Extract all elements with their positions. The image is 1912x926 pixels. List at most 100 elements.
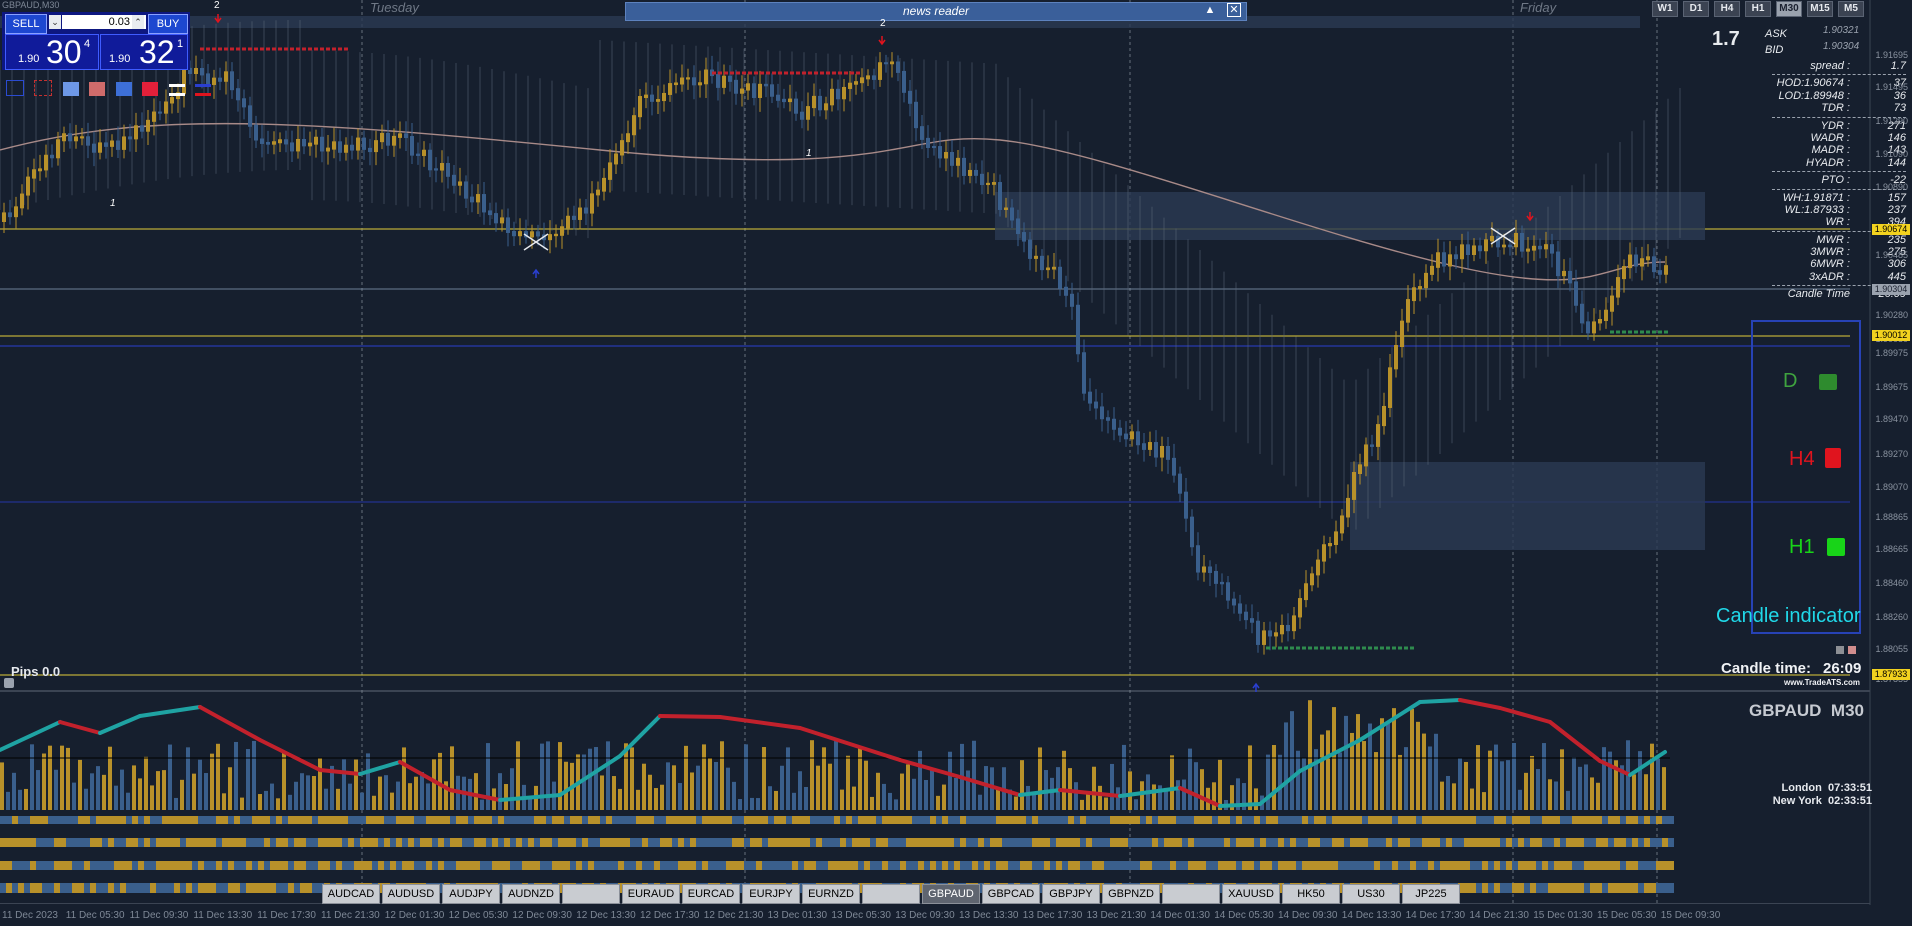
strength-strip-cell [840, 838, 846, 847]
symbol-button-gbpnzd[interactable]: GBPNZD [1102, 884, 1160, 904]
timeframe-d1[interactable]: D1 [1683, 1, 1709, 17]
time-axis-label: 11 Dec 17:30 [257, 910, 316, 921]
pips-toggle-icon[interactable] [4, 678, 14, 688]
candle-body [464, 181, 468, 199]
candle-body [1334, 531, 1338, 546]
timeframe-h1[interactable]: H1 [1745, 1, 1771, 17]
news-reader-bar[interactable]: news reader [625, 2, 1247, 21]
timeframe-m15[interactable]: M15 [1807, 1, 1833, 17]
candle-body [458, 181, 462, 186]
candle-settings-icon[interactable] [1836, 646, 1844, 654]
strength-strip-cell [270, 838, 276, 847]
oscillator-bar [78, 759, 82, 810]
symbol-button-audjpy[interactable]: AUDJPY [442, 884, 500, 904]
lot-decrease-icon[interactable]: ⌄ [49, 15, 61, 29]
timeframe-w1[interactable]: W1 [1652, 1, 1678, 17]
oscillator-bar [438, 752, 442, 810]
strength-strip-cell [1092, 838, 1098, 847]
strength-strip-cell [1164, 816, 1170, 824]
symbol-button-gbpaud[interactable]: GBPAUD [922, 884, 980, 904]
timeframe-m5[interactable]: M5 [1838, 1, 1864, 17]
strength-strip-cell [306, 861, 312, 870]
oscillator-bar [594, 747, 598, 810]
symbol-button-gbpcad[interactable]: GBPCAD [982, 884, 1040, 904]
strength-strip-cell [1656, 883, 1662, 893]
oscillator-bar [1524, 772, 1528, 810]
symbol-button-hk50[interactable]: HK50 [1282, 884, 1340, 904]
strength-strip-cell [1038, 816, 1044, 824]
strength-strip-cell [252, 816, 258, 824]
blue-red-lines-icon[interactable] [195, 84, 212, 96]
candle-body [278, 139, 282, 144]
red-fill-icon[interactable] [89, 82, 106, 96]
symbol-button-audcad[interactable]: AUDCAD [322, 884, 380, 904]
blue-solid-icon[interactable] [115, 82, 132, 96]
white-lines-icon[interactable] [168, 84, 185, 96]
symbol-button-empty[interactable] [1162, 884, 1220, 904]
candle-body [812, 95, 816, 109]
strength-strip-cell [1524, 861, 1530, 870]
close-icon[interactable]: ✕ [1227, 3, 1241, 17]
stat-key: YDR : [1820, 119, 1850, 132]
sell-button[interactable]: SELL [5, 14, 47, 34]
symbol-button-us30[interactable]: US30 [1342, 884, 1400, 904]
buy-price-box[interactable]: 1.90 32 1 [100, 34, 188, 70]
symbol-button-empty[interactable] [862, 884, 920, 904]
oscillator-bar [810, 740, 814, 810]
strength-strip-cell [1344, 838, 1350, 847]
candle-body [260, 138, 264, 144]
buy-button[interactable]: BUY [148, 14, 188, 34]
strength-strip-cell [1524, 816, 1530, 824]
strength-strip-cell [462, 861, 468, 870]
symbol-button-xauusd[interactable]: XAUUSD [1222, 884, 1280, 904]
symbol-button-jp225[interactable]: JP225 [1402, 884, 1460, 904]
rectangle-outline-icon[interactable] [6, 80, 24, 96]
stat-value: 271 [1887, 119, 1906, 132]
lot-size-input[interactable]: 0.03 [62, 15, 146, 29]
strength-strip-cell [222, 861, 228, 870]
day-label-tuesday: Tuesday [370, 0, 419, 15]
crimson-fill-icon[interactable] [142, 82, 159, 96]
timeframe-m30[interactable]: M30 [1776, 1, 1802, 17]
oscillator-bar [1386, 723, 1390, 810]
symbol-button-gbpjpy[interactable]: GBPJPY [1042, 884, 1100, 904]
oscillator-bar [24, 788, 28, 810]
strength-strip-cell [708, 816, 714, 824]
rectangle-dashed-icon[interactable] [34, 80, 53, 96]
symbol-button-eurjpy[interactable]: EURJPY [742, 884, 800, 904]
stat-value: 146 [1887, 131, 1906, 144]
symbol-button-eurcad[interactable]: EURCAD [682, 884, 740, 904]
strength-strip-cell [1140, 816, 1146, 824]
symbol-button-audnzd[interactable]: AUDNZD [502, 884, 560, 904]
oscillator-bar [882, 783, 886, 810]
strength-strip-cell [1530, 838, 1536, 847]
oscillator-bar [936, 795, 940, 810]
sell-price-box[interactable]: 1.90 30 4 [5, 34, 99, 70]
symbol-button-audusd[interactable]: AUDUSD [382, 884, 440, 904]
strength-strip-cell [1476, 816, 1482, 824]
symbol-button-empty[interactable] [562, 884, 620, 904]
oscillator-bar [216, 743, 220, 810]
oscillator-bar [636, 789, 640, 810]
collapse-icon[interactable]: ▲ [1204, 4, 1216, 16]
candle-close-icon[interactable] [1848, 646, 1856, 654]
timeframe-h4[interactable]: H4 [1714, 1, 1740, 17]
blue-fill-icon[interactable] [62, 82, 79, 96]
lot-increase-icon[interactable]: ⌃ [132, 15, 144, 29]
strength-strip-cell [756, 816, 762, 824]
oscillator-bar [144, 756, 148, 810]
strength-strip-cell [1428, 861, 1434, 870]
strength-strip-cell [1014, 816, 1020, 824]
strength-strip-cell [1242, 816, 1248, 824]
strength-strip-cell [738, 861, 744, 870]
strength-strip-cell [1002, 838, 1008, 847]
symbol-button-euraud[interactable]: EURAUD [622, 884, 680, 904]
candle-body [344, 144, 348, 153]
candle-body [1172, 457, 1176, 476]
symbol-button-eurnzd[interactable]: EURNZD [802, 884, 860, 904]
strength-strip-cell [420, 816, 426, 824]
candle-body [1454, 254, 1458, 260]
strength-strip-cell [1644, 838, 1650, 847]
price-axis-label: 1.91290 [1875, 116, 1908, 126]
